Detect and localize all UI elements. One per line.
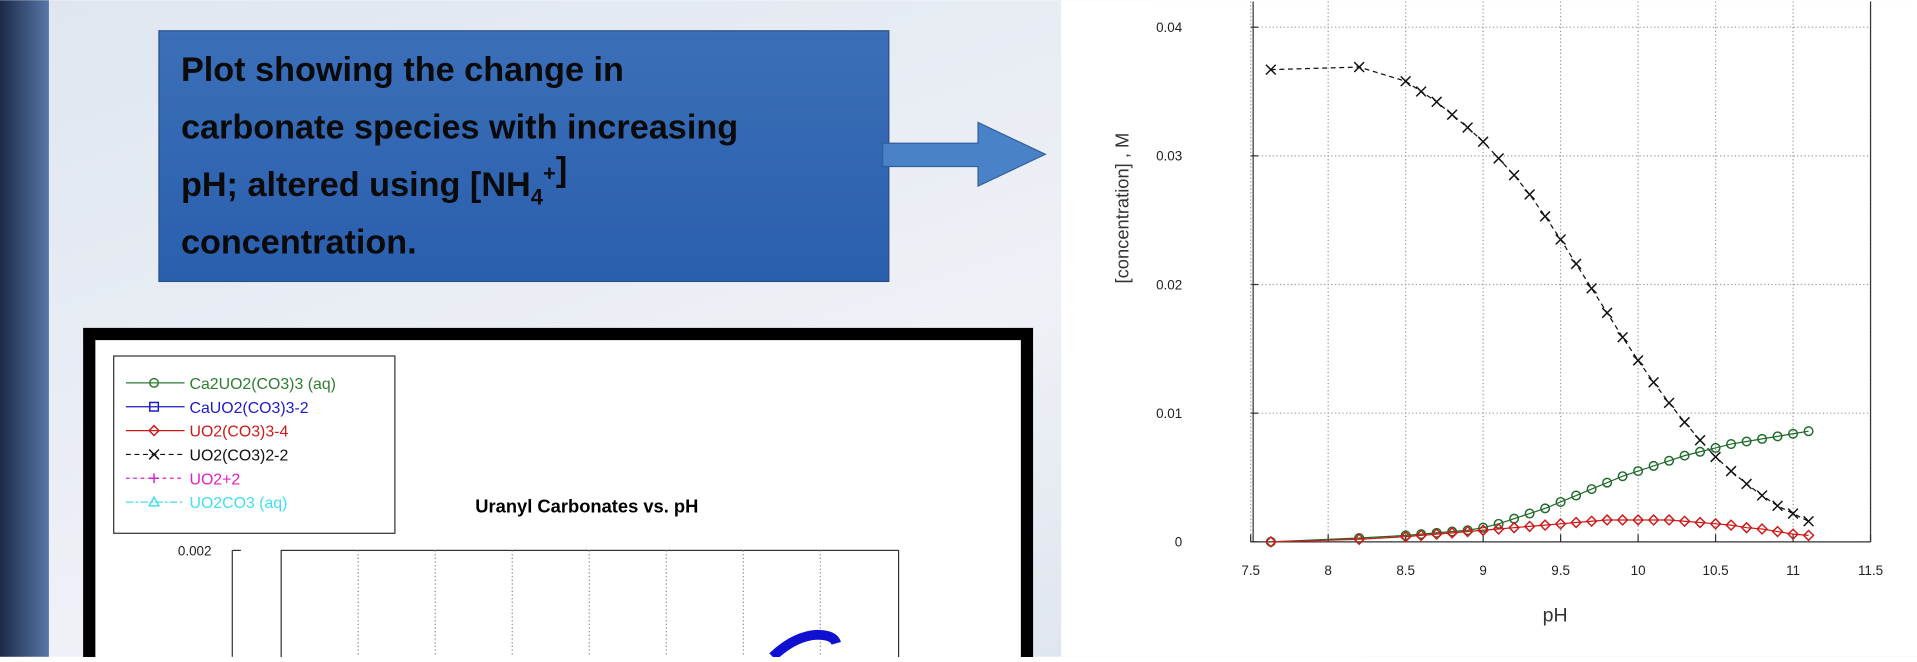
callout-text: ] [556, 151, 567, 189]
callout-line: concentration. [181, 223, 417, 261]
slide: Plot showing the change in carbonate spec… [0, 0, 1917, 657]
x-tick-label: 9 [1479, 563, 1486, 578]
legend-label: CaUO2(CO3)3-2 [189, 400, 308, 417]
y-tick-label: 0.04 [1156, 20, 1183, 35]
y-tick-label: 0 [1175, 535, 1182, 550]
x-tick-label: 9.5 [1551, 563, 1570, 578]
x-tick-label: 10 [1631, 563, 1646, 578]
x-tick-label: 11.5 [1858, 563, 1883, 578]
x-tick-label: 8 [1324, 563, 1331, 578]
y-tick-label: 0.002 [178, 543, 212, 558]
x-tick-label: 10.5 [1703, 563, 1729, 578]
y-tick-label: 0.02 [1156, 277, 1182, 292]
right-chart-bg [1061, 0, 1917, 657]
chart-title: Uranyl Carbonates vs. pH [475, 495, 698, 516]
y-tick-label: 0.01 [1156, 406, 1182, 421]
legend-label: UO2+2 [189, 471, 240, 488]
callout-text: concentration. [181, 223, 417, 261]
page: {"callout":{"lines":[ [{"text":"Plot sho… [0, 0, 1917, 657]
callout-line: Plot showing the change in [181, 51, 624, 89]
x-tick-label: 11 [1786, 563, 1800, 578]
legend-label: UO2(CO3)2-2 [189, 448, 288, 465]
subscript: 4 [531, 184, 544, 209]
y-tick-label: 0.03 [1156, 149, 1182, 164]
callout-text: Plot showing the change in [181, 51, 624, 89]
callout-text: carbonate species with increasing [181, 108, 738, 146]
legend-label: UO2(CO3)3-4 [189, 424, 288, 441]
y-axis-label: [concentration] , M [1111, 133, 1132, 284]
x-tick-label: 8.5 [1396, 563, 1415, 578]
side-band [0, 0, 49, 657]
callout-text: pH; altered using [NH [181, 166, 531, 204]
x-axis-label: pH [1543, 604, 1568, 626]
superscript: + [543, 161, 556, 186]
x-tick-label: 7.5 [1241, 563, 1260, 578]
callout-line: carbonate species with increasing [181, 108, 738, 146]
legend-label: UO2CO3 (aq) [189, 495, 287, 512]
legend-label: Ca2UO2(CO3)3 (aq) [189, 376, 335, 393]
